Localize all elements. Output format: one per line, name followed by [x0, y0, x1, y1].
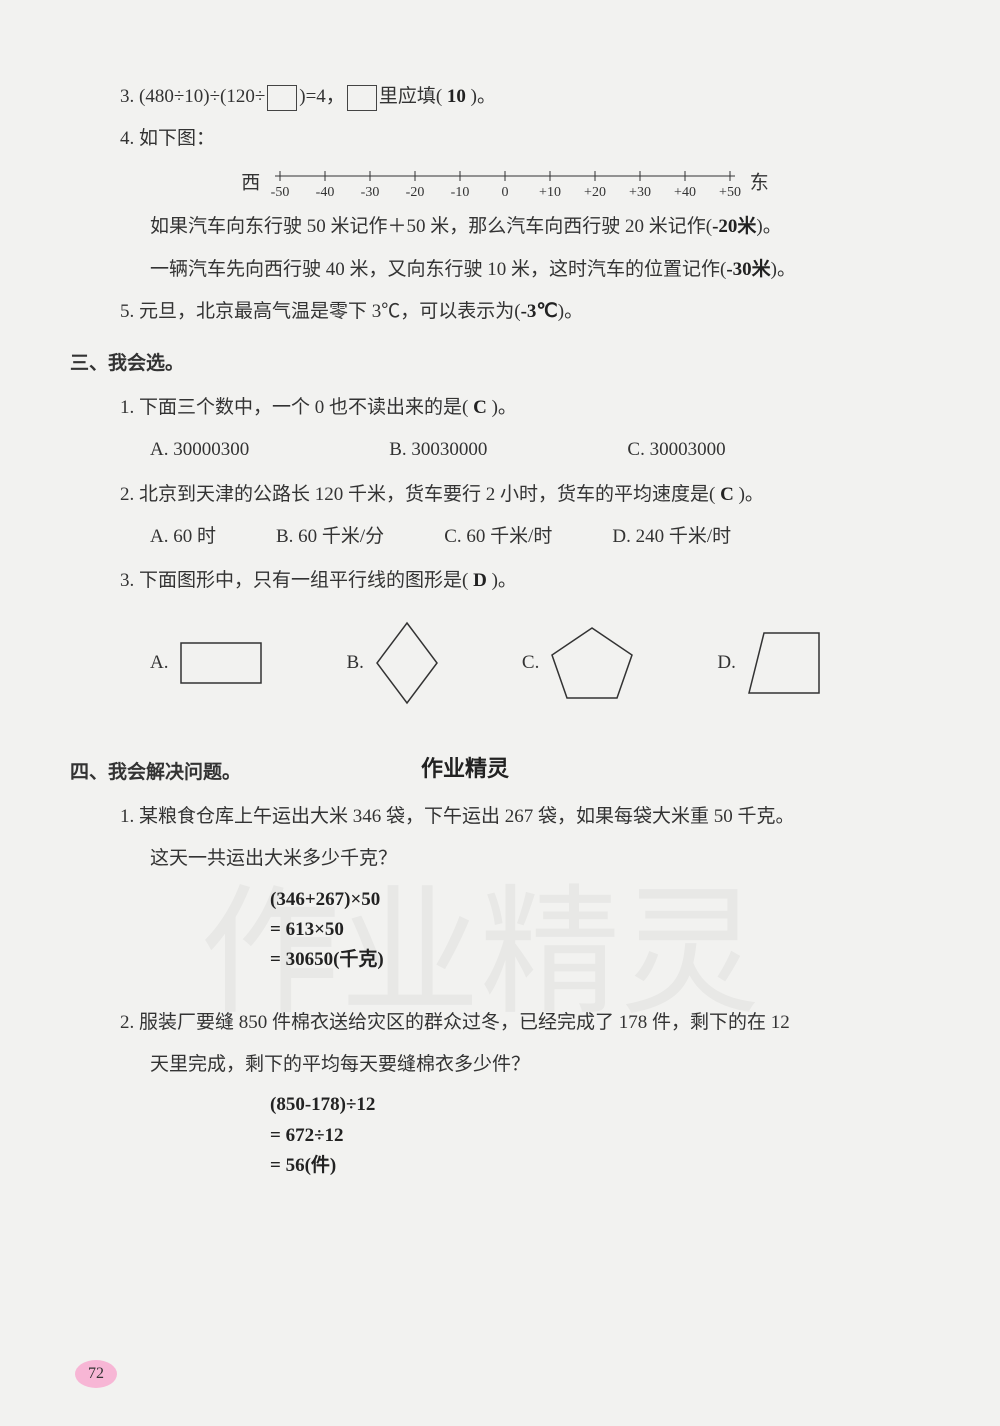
- sec3-q2-answer: C: [720, 484, 734, 505]
- tick: -10: [451, 185, 470, 200]
- label-b: B.: [346, 646, 363, 680]
- sec3-q1: 1. 下面三个数中，一个 0 也不读出来的是( C )。: [70, 391, 940, 425]
- label-a: A.: [150, 646, 168, 680]
- east-label: 东: [750, 173, 769, 194]
- tick: -30: [361, 185, 380, 200]
- brand-text: 作业精灵: [421, 749, 509, 789]
- q4-line1: 如果汽车向东行驶 50 米记作＋50 米，那么汽车向西行驶 20 米记作(-20…: [70, 210, 940, 244]
- sec3-q2-close: )。: [739, 484, 764, 505]
- work-line: = 30650(千克): [270, 945, 940, 975]
- work-line: (850-178)÷12: [270, 1090, 940, 1120]
- label-d: D.: [717, 646, 735, 680]
- opt-a: A. 30000300: [150, 433, 249, 467]
- tick: +10: [539, 185, 561, 200]
- shape-b: B.: [346, 618, 441, 708]
- question-3: 3. (480÷10)÷(120÷ )=4， 里应填( 10 )。: [70, 80, 940, 114]
- shape-a: A.: [150, 633, 266, 693]
- sec3-q2-stem: 2. 北京到天津的公路长 120 千米，货车要行 2 小时，货车的平均速度是(: [120, 484, 715, 505]
- section-3-title: 三、我会选。: [70, 347, 940, 381]
- tick: 0: [502, 185, 509, 200]
- q4-line2-ans: -30米: [726, 259, 770, 280]
- q5-answer: -3℃: [521, 301, 558, 322]
- page-content: 3. (480÷10)÷(120÷)=4，里应填( 10 )。 4. 如下图： …: [0, 0, 1000, 1251]
- q4-line2b: )。: [771, 259, 796, 280]
- q4-line2: 一辆汽车先向西行驶 40 米，又向东行驶 10 米，这时汽车的位置记作(-30米…: [70, 253, 940, 287]
- sec3-q1-stem: 1. 下面三个数中，一个 0 也不读出来的是(: [120, 397, 468, 418]
- shape-c: C.: [522, 623, 637, 703]
- sec3-q3-close: )。: [492, 570, 517, 591]
- sec3-q2-options: A. 60 时 B. 60 千米/分 C. 60 千米/时 D. 240 千米/…: [70, 520, 940, 554]
- number-line: 西 -50 -40 -30 -20 -10: [70, 164, 940, 204]
- sec3-q1-options: A. 30000300 B. 30030000 C. 30003000: [70, 433, 940, 467]
- q4-line2a: 一辆汽车先向西行驶 40 米，又向东行驶 10 米，这时汽车的位置记作(: [150, 259, 726, 280]
- sec4-q2-work: (850-178)÷12 = 672÷12 = 56(件): [70, 1090, 940, 1181]
- q3-close: )。: [471, 86, 496, 107]
- tick: -50: [271, 185, 290, 200]
- tick: +20: [584, 185, 606, 200]
- question-5: 5. 元旦，北京最高气温是零下 3℃，可以表示为(-3℃)。: [70, 295, 940, 329]
- trapezoid-icon: [744, 623, 824, 703]
- opt-a: A. 60 时: [150, 520, 216, 554]
- shape-d: D.: [717, 623, 823, 703]
- q3-answer: 10: [447, 86, 466, 107]
- work-line: = 56(件): [270, 1151, 940, 1181]
- sec3-q3: 3. 下面图形中，只有一组平行线的图形是( D )。: [70, 564, 940, 598]
- q5-text: 5. 元旦，北京最高气温是零下 3℃，可以表示为(: [120, 301, 521, 322]
- tick: +50: [719, 185, 741, 200]
- sec4-q2-stem2: 天里完成，剩下的平均每天要缝棉衣多少件？: [70, 1048, 940, 1082]
- q4-line1-ans: -20米: [712, 216, 756, 237]
- sec3-q1-close: )。: [492, 397, 517, 418]
- label-c: C.: [522, 646, 539, 680]
- sec4-q1-stem1: 1. 某粮食仓库上午运出大米 346 袋，下午运出 267 袋，如果每袋大米重 …: [70, 800, 940, 834]
- page-number: 72: [75, 1360, 117, 1388]
- work-line: (346+267)×50: [270, 885, 940, 915]
- work-line: = 613×50: [270, 915, 940, 945]
- sec4-q1-work: (346+267)×50 = 613×50 = 30650(千克): [70, 885, 940, 976]
- q4-label: 4. 如下图：: [70, 122, 940, 156]
- rectangle-icon: [176, 633, 266, 693]
- sec3-q3-stem: 3. 下面图形中，只有一组平行线的图形是(: [120, 570, 468, 591]
- sec3-q3-answer: D: [473, 570, 487, 591]
- q3-suffix: 里应填(: [379, 86, 442, 107]
- sec3-q1-answer: C: [473, 397, 487, 418]
- tick: +40: [674, 185, 696, 200]
- west-label: 西: [241, 173, 260, 194]
- blank-box: [267, 85, 297, 111]
- q4-line1a: 如果汽车向东行驶 50 米记作＋50 米，那么汽车向西行驶 20 米记作(: [150, 216, 712, 237]
- work-line: = 672÷12: [270, 1121, 940, 1151]
- blank-box: [347, 85, 377, 111]
- sec3-q2: 2. 北京到天津的公路长 120 千米，货车要行 2 小时，货车的平均速度是( …: [70, 478, 940, 512]
- q5-close: )。: [558, 301, 583, 322]
- q4-line1b: )。: [756, 216, 781, 237]
- number-line-svg: -50 -40 -30 -20 -10 0 +10 +20 +30 +40 +5…: [265, 164, 745, 204]
- opt-b: B. 60 千米/分: [276, 520, 384, 554]
- opt-d: D. 240 千米/时: [612, 520, 731, 554]
- pentagon-icon: [547, 623, 637, 703]
- tick: -20: [406, 185, 425, 200]
- tick: +30: [629, 185, 651, 200]
- opt-c: C. 30003000: [627, 433, 725, 467]
- section-4-title: 四、我会解决问题。: [70, 756, 241, 790]
- shape-options: A. B. C. D.: [70, 618, 940, 708]
- tick: -40: [316, 185, 335, 200]
- rhombus-icon: [372, 618, 442, 708]
- sec4-q2-stem1: 2. 服装厂要缝 850 件棉衣送给灾区的群众过冬，已经完成了 178 件，剩下…: [70, 1006, 940, 1040]
- q3-prefix: 3. (480÷10)÷(120÷: [120, 86, 265, 107]
- opt-c: C. 60 千米/时: [444, 520, 552, 554]
- opt-b: B. 30030000: [389, 433, 487, 467]
- sec4-q1-stem2: 这天一共运出大米多少千克？: [70, 842, 940, 876]
- q3-mid: )=4，: [299, 86, 345, 107]
